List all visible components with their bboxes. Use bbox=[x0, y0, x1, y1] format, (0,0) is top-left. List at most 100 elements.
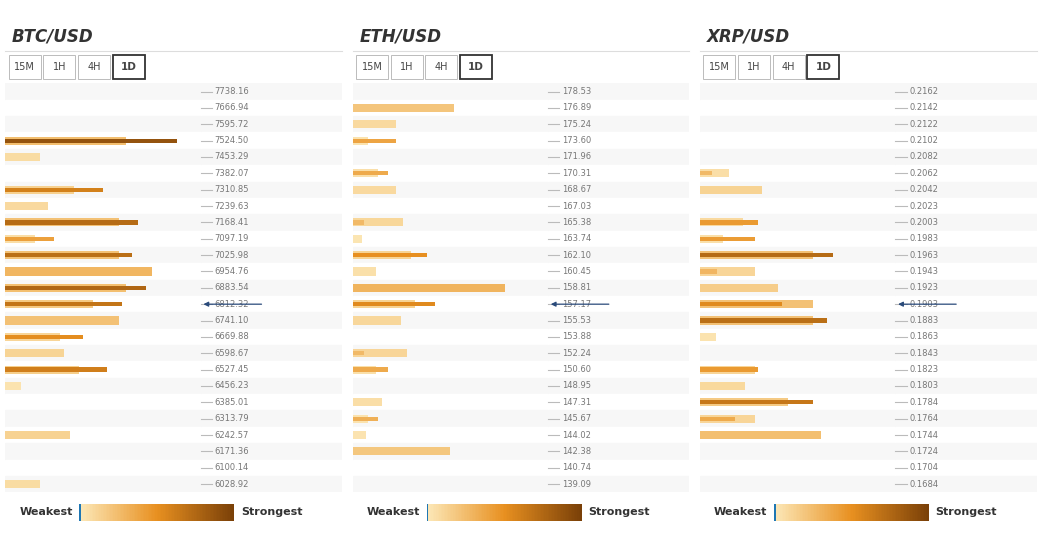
Bar bbox=[137, 504, 139, 521]
Bar bbox=[199, 504, 200, 521]
Bar bbox=[352, 253, 427, 257]
Bar bbox=[5, 247, 201, 263]
Bar bbox=[5, 300, 93, 308]
Bar bbox=[884, 504, 886, 521]
Bar bbox=[201, 476, 342, 492]
Bar bbox=[700, 443, 895, 459]
Bar bbox=[460, 504, 461, 521]
Bar bbox=[520, 504, 521, 521]
Bar bbox=[548, 132, 690, 149]
Bar bbox=[352, 220, 365, 224]
Bar bbox=[352, 345, 548, 362]
Bar bbox=[548, 247, 690, 263]
Bar bbox=[908, 504, 909, 521]
Text: 15M: 15M bbox=[362, 62, 382, 72]
Bar bbox=[223, 504, 225, 521]
Bar bbox=[883, 504, 884, 521]
Text: 6669.88: 6669.88 bbox=[215, 332, 249, 342]
Bar bbox=[548, 165, 690, 181]
Bar bbox=[895, 329, 1037, 345]
Bar bbox=[5, 138, 177, 143]
Bar bbox=[869, 504, 870, 521]
Text: 7097.19: 7097.19 bbox=[215, 234, 249, 243]
Bar bbox=[177, 504, 178, 521]
Bar bbox=[453, 504, 454, 521]
Bar bbox=[201, 263, 342, 280]
Bar bbox=[231, 504, 232, 521]
Bar bbox=[5, 231, 201, 247]
Bar bbox=[872, 504, 873, 521]
Bar bbox=[780, 504, 782, 521]
Bar bbox=[175, 504, 177, 521]
Bar bbox=[569, 504, 571, 521]
Text: 152.24: 152.24 bbox=[562, 349, 591, 358]
Bar bbox=[81, 504, 82, 521]
Bar bbox=[571, 504, 572, 521]
Bar bbox=[539, 504, 540, 521]
Bar bbox=[148, 504, 149, 521]
Bar bbox=[483, 504, 486, 521]
Bar bbox=[352, 100, 548, 116]
Bar bbox=[143, 504, 145, 521]
Bar bbox=[828, 504, 829, 521]
Text: 1H: 1H bbox=[747, 62, 761, 72]
Bar bbox=[436, 504, 438, 521]
Bar bbox=[526, 504, 527, 521]
Bar bbox=[917, 504, 918, 521]
Bar bbox=[504, 504, 505, 521]
Text: 0.2082: 0.2082 bbox=[910, 152, 939, 161]
Bar bbox=[180, 504, 181, 521]
Bar bbox=[838, 504, 839, 521]
Bar bbox=[475, 504, 476, 521]
Bar bbox=[911, 504, 912, 521]
Bar bbox=[183, 504, 184, 521]
Bar bbox=[895, 443, 1037, 459]
Text: 0.1883: 0.1883 bbox=[910, 316, 939, 325]
Bar bbox=[700, 116, 895, 132]
Bar bbox=[201, 83, 342, 100]
Bar bbox=[439, 504, 441, 521]
Bar bbox=[895, 427, 1037, 443]
Bar bbox=[99, 504, 101, 521]
Text: 7310.85: 7310.85 bbox=[215, 185, 249, 194]
Bar bbox=[84, 504, 85, 521]
Bar bbox=[5, 202, 48, 210]
Text: 0.1963: 0.1963 bbox=[910, 251, 939, 260]
Bar bbox=[352, 251, 412, 259]
Bar bbox=[44, 55, 75, 79]
Bar bbox=[132, 504, 133, 521]
Text: 0.2162: 0.2162 bbox=[910, 87, 939, 96]
Bar bbox=[197, 504, 199, 521]
Text: 6527.45: 6527.45 bbox=[215, 365, 249, 374]
Bar bbox=[700, 302, 782, 306]
Bar bbox=[352, 137, 368, 145]
Bar bbox=[700, 400, 813, 405]
Bar bbox=[135, 504, 137, 521]
Bar bbox=[94, 504, 95, 521]
Bar bbox=[490, 504, 492, 521]
Text: 6385.01: 6385.01 bbox=[215, 398, 249, 407]
Bar bbox=[352, 447, 450, 456]
Text: Strongest: Strongest bbox=[589, 507, 650, 518]
Bar bbox=[493, 504, 495, 521]
Bar bbox=[352, 169, 378, 178]
Bar bbox=[555, 504, 556, 521]
Bar bbox=[5, 149, 201, 165]
Bar bbox=[91, 504, 92, 521]
Bar bbox=[127, 504, 129, 521]
Bar bbox=[140, 504, 142, 521]
Bar bbox=[352, 149, 548, 165]
Bar bbox=[174, 504, 175, 521]
Bar bbox=[5, 263, 201, 280]
Text: 178.53: 178.53 bbox=[562, 87, 592, 96]
Bar bbox=[825, 504, 826, 521]
Text: 4H: 4H bbox=[435, 62, 448, 72]
Bar bbox=[469, 504, 470, 521]
Text: 0.2142: 0.2142 bbox=[910, 103, 938, 112]
Bar bbox=[5, 280, 201, 296]
Bar bbox=[5, 132, 201, 149]
Bar bbox=[444, 504, 445, 521]
Bar bbox=[352, 459, 548, 476]
Bar bbox=[915, 504, 917, 521]
Bar bbox=[96, 504, 98, 521]
